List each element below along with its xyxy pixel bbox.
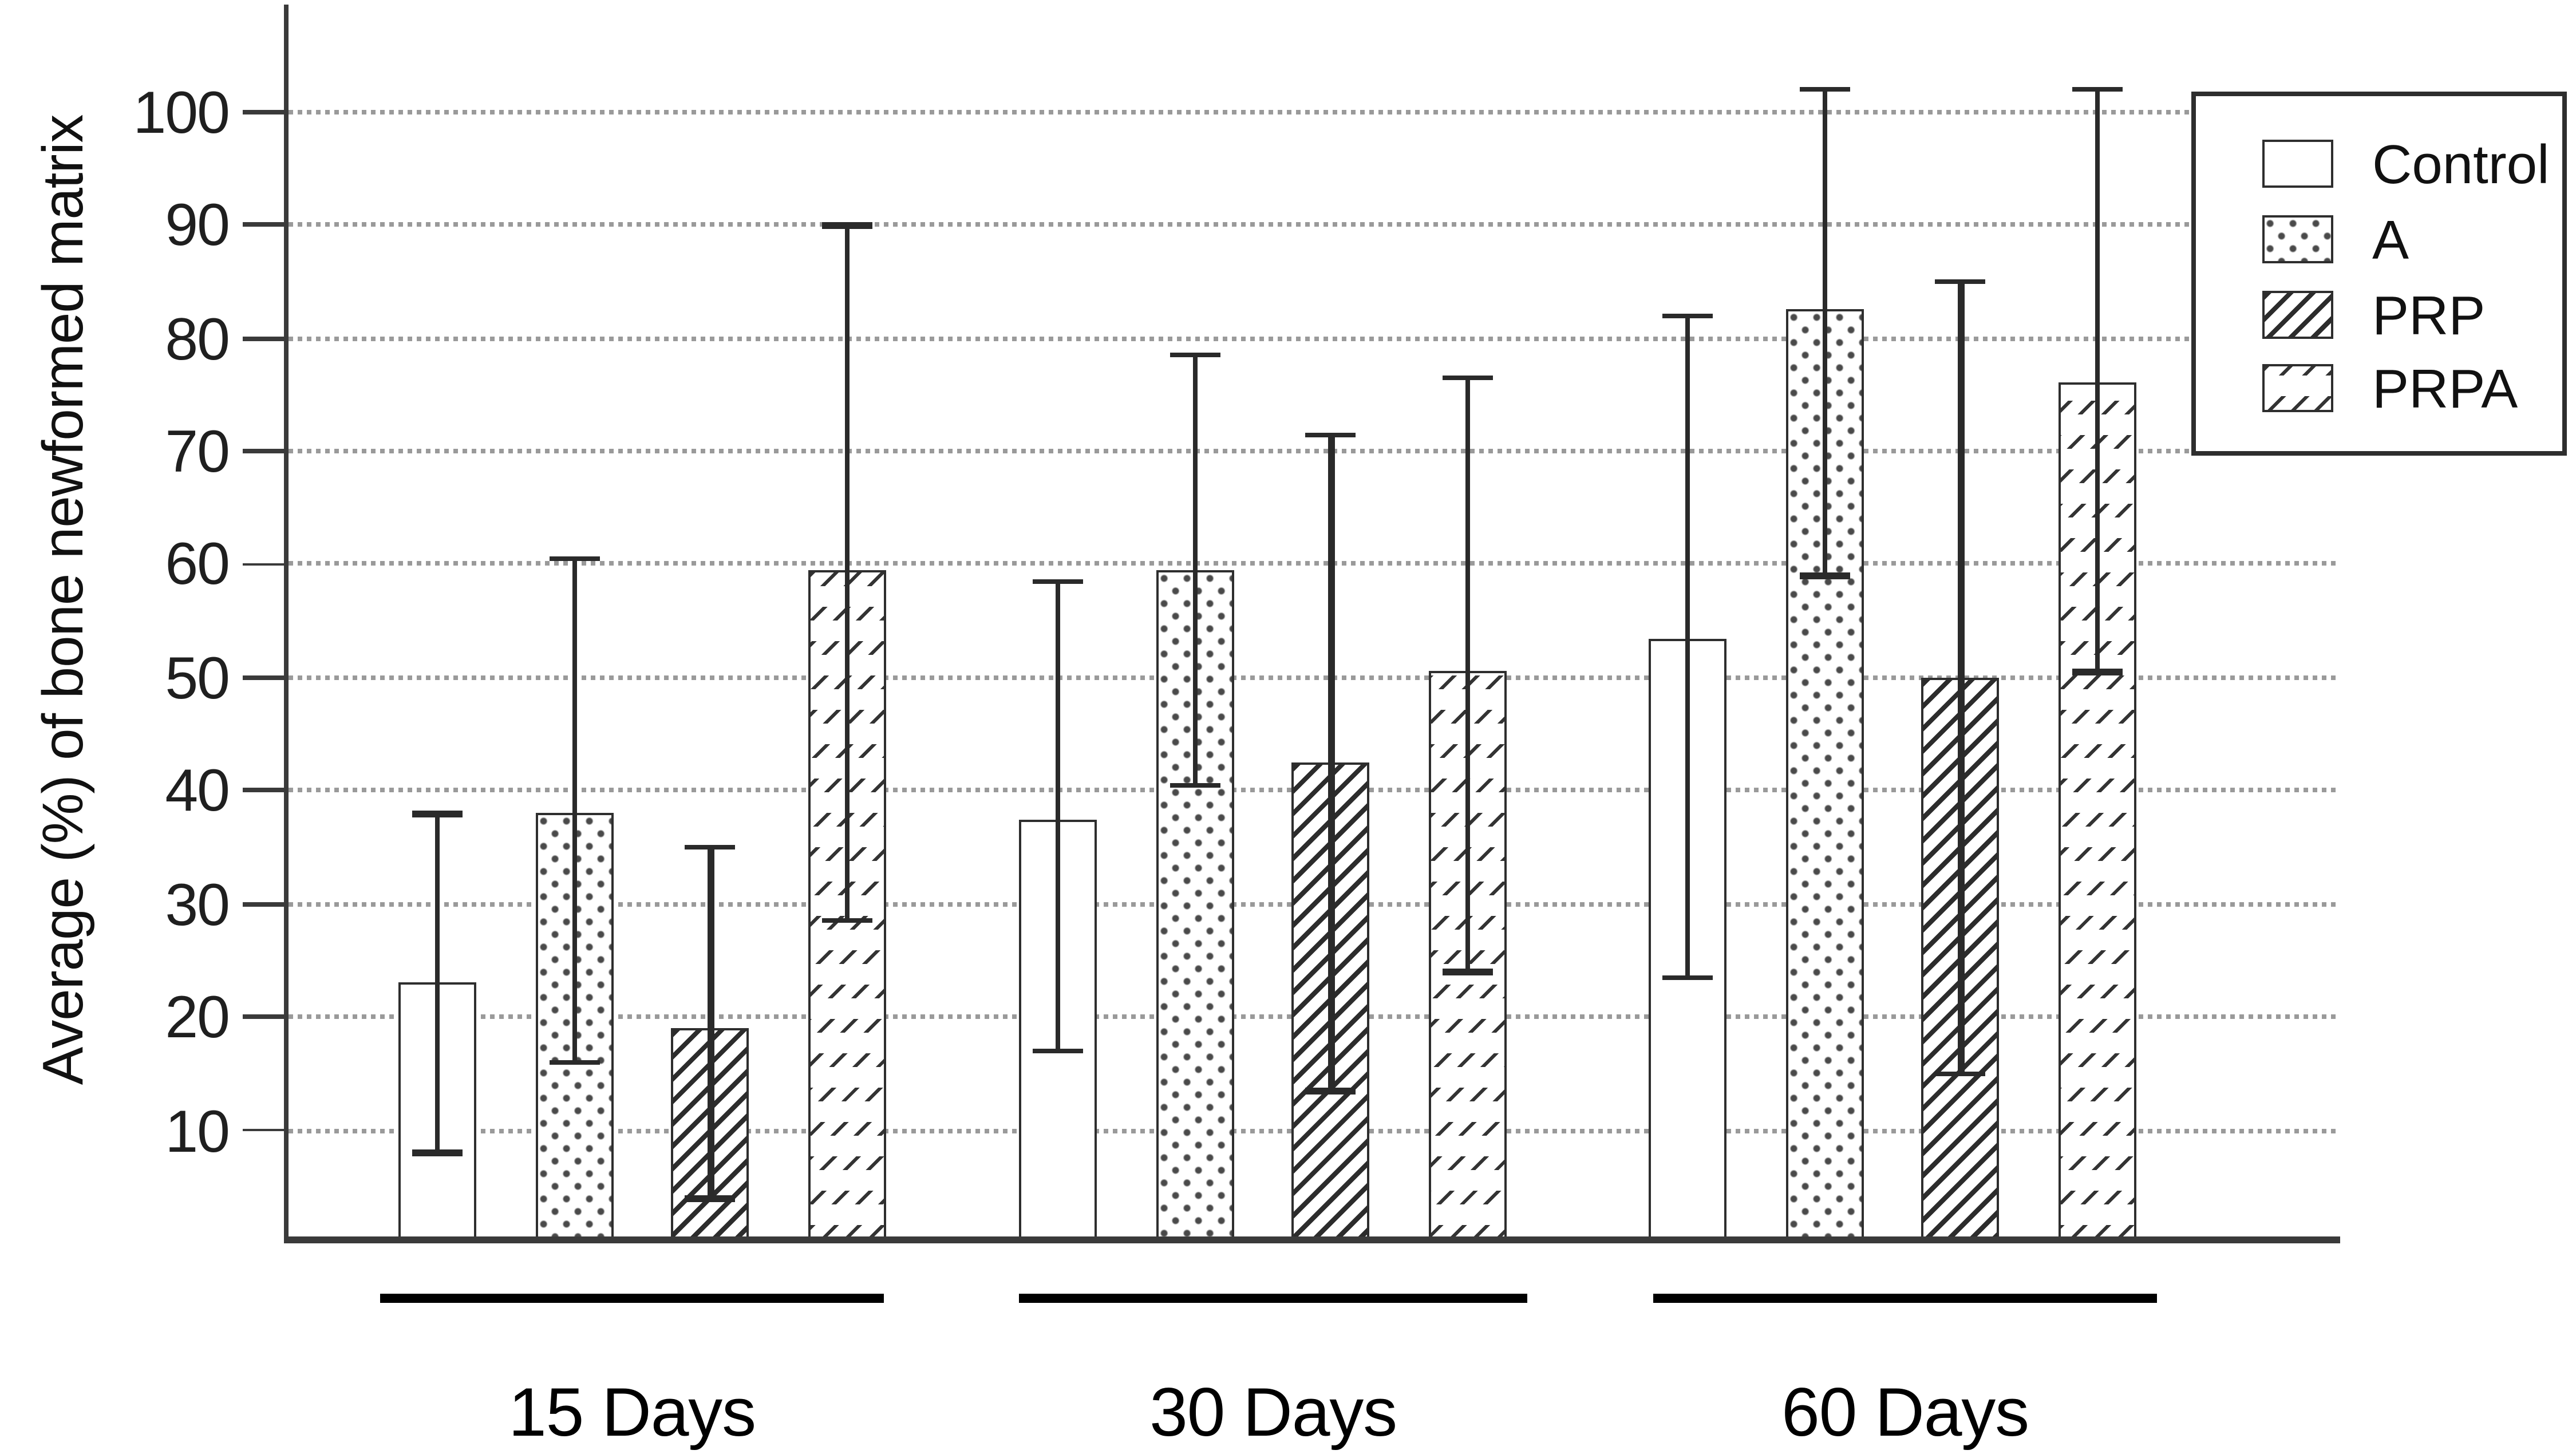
- bar-chart-figure: Average (%) of bone newformed matrix 100…: [32, 5, 2567, 1452]
- gridline-100: [289, 109, 2336, 114]
- error-cap-high-a-60-days: [1799, 86, 1850, 92]
- error-cap-low-prpa-30-days: [1443, 969, 1494, 975]
- y-axis-line: [284, 5, 290, 1241]
- legend-row-prpa: PRPA: [2196, 361, 2562, 422]
- error-line-control-30-days: [1055, 581, 1061, 1051]
- error-line-control-60-days: [1685, 315, 1690, 978]
- error-cap-low-prpa-15-days: [822, 918, 873, 924]
- error-line-a-60-days: [1822, 89, 1827, 576]
- error-line-prp-60-days: [1958, 281, 1964, 1074]
- y-tick-10: [243, 1128, 284, 1132]
- legend-label-prpa: PRPA: [2372, 360, 2518, 422]
- x-axis-line: [284, 1236, 2340, 1243]
- error-cap-low-prp-30-days: [1306, 1088, 1357, 1094]
- bar-a-30-days: [1155, 570, 1234, 1242]
- error-cap-low-control-15-days: [412, 1150, 463, 1156]
- gridline-70: [289, 449, 2336, 454]
- error-line-prpa-30-days: [1465, 377, 1471, 972]
- bars-layer: [398, 86, 2137, 1242]
- error-cap-low-a-30-days: [1169, 783, 1220, 788]
- group-label-3: 60 Days: [1781, 1376, 2029, 1452]
- y-tick-label-30: 30: [165, 869, 230, 938]
- legend-swatch-prpa: [2262, 365, 2333, 413]
- error-cap-low-prpa-60-days: [2072, 669, 2123, 675]
- legend-label-prp: PRP: [2372, 285, 2486, 347]
- y-tick-70: [243, 449, 284, 453]
- gridline-50: [289, 675, 2336, 680]
- y-tick-40: [243, 788, 284, 793]
- y-tick-label-100: 100: [133, 77, 230, 147]
- error-cap-high-a-30-days: [1169, 353, 1220, 358]
- error-line-a-30-days: [1192, 355, 1198, 785]
- group-underline-2: [1019, 1294, 1527, 1303]
- legend: Control A PRP PRPA: [2191, 92, 2567, 456]
- group-underline-1: [380, 1294, 884, 1303]
- error-line-a-15-days: [571, 559, 577, 1062]
- y-tick-label-90: 90: [165, 190, 230, 259]
- gridline-60: [289, 562, 2336, 567]
- legend-row-a: A: [2196, 210, 2562, 272]
- legend-label-a: A: [2372, 210, 2409, 272]
- legend-swatch-a: [2262, 215, 2333, 263]
- error-cap-low-control-30-days: [1033, 1048, 1083, 1054]
- error-cap-low-a-15-days: [548, 1060, 599, 1065]
- error-cap-high-prpa-60-days: [2072, 86, 2123, 92]
- error-cap-low-a-60-days: [1799, 573, 1850, 579]
- error-cap-high-control-30-days: [1033, 579, 1083, 584]
- bar-a-60-days: [1785, 310, 1863, 1242]
- error-cap-high-prpa-15-days: [822, 222, 873, 228]
- error-cap-high-control-15-days: [412, 811, 463, 816]
- group-label-1: 15 Days: [508, 1376, 756, 1452]
- gridline-90: [289, 222, 2336, 227]
- y-tick-label-60: 60: [165, 530, 230, 599]
- error-line-prpa-60-days: [2095, 89, 2100, 672]
- y-tick-50: [243, 675, 284, 680]
- error-cap-high-a-15-days: [548, 556, 599, 562]
- error-cap-low-control-60-days: [1662, 975, 1713, 981]
- x-group-layer: 15 Days 30 Days 60 Days: [380, 1294, 2157, 1452]
- y-tick-80: [243, 335, 284, 341]
- error-line-prp-15-days: [708, 847, 714, 1198]
- error-cap-low-prp-60-days: [1935, 1071, 1986, 1077]
- legend-row-control: Control: [2196, 135, 2562, 197]
- gridline-80: [289, 335, 2336, 341]
- y-tick-label-80: 80: [165, 303, 230, 373]
- y-tick-label-20: 20: [165, 982, 230, 1052]
- legend-swatch-prp: [2262, 290, 2333, 338]
- legend-label-control: Control: [2372, 135, 2550, 197]
- y-tick-100: [243, 109, 284, 114]
- y-tick-label-40: 40: [165, 756, 230, 825]
- y-tick-90: [243, 223, 284, 227]
- legend-row-prp: PRP: [2196, 285, 2562, 347]
- y-tick-label-50: 50: [165, 643, 230, 712]
- y-tick-30: [243, 902, 284, 906]
- error-line-prpa-15-days: [844, 224, 850, 921]
- error-cap-high-prp-60-days: [1935, 279, 1986, 285]
- error-line-prp-30-days: [1329, 434, 1334, 1091]
- error-cap-high-control-60-days: [1662, 313, 1713, 319]
- error-cap-high-prpa-30-days: [1443, 375, 1494, 381]
- error-cap-low-prp-15-days: [685, 1195, 736, 1202]
- group-underline-3: [1653, 1294, 2157, 1303]
- group-label-2: 30 Days: [1149, 1376, 1397, 1452]
- error-cap-high-prp-30-days: [1306, 432, 1357, 437]
- error-line-control-15-days: [434, 813, 440, 1153]
- y-tick-20: [243, 1015, 284, 1020]
- y-tick-60: [243, 562, 284, 567]
- error-cap-high-prp-15-days: [685, 845, 736, 851]
- y-tick-label-10: 10: [165, 1096, 230, 1165]
- y-tick-label-70: 70: [165, 417, 230, 486]
- legend-swatch-control: [2262, 140, 2333, 188]
